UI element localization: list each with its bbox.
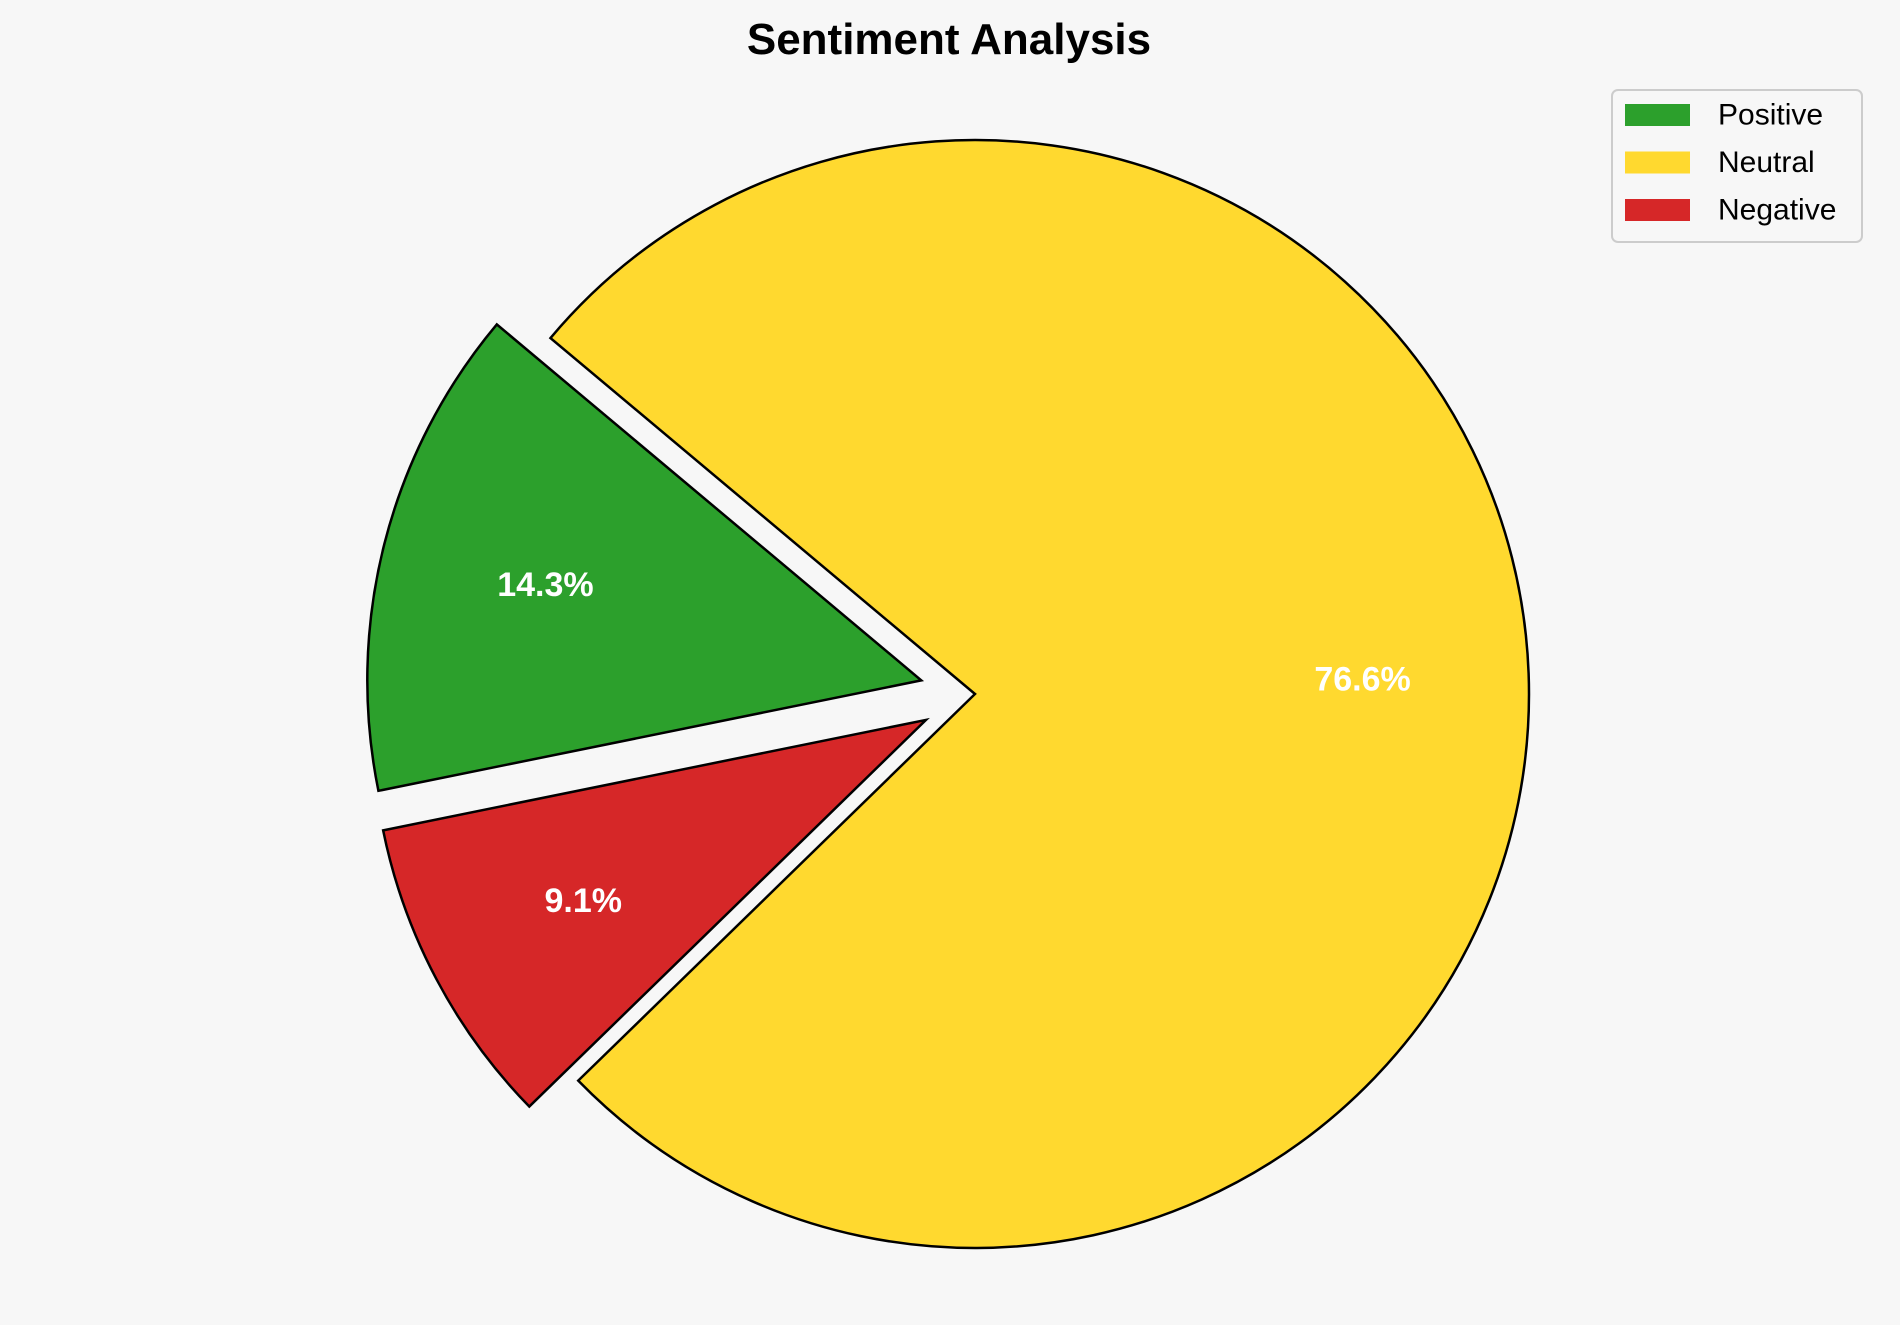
- pie-slice-positive: [366, 322, 925, 793]
- legend-label: Negative: [1718, 194, 1836, 227]
- legend-item-negative: Negative: [1625, 194, 1836, 227]
- pie-labels: 14.3% 76.6% 9.1%: [497, 566, 1411, 920]
- chart-title: Sentiment Analysis: [747, 15, 1151, 64]
- pie-slice-negative: [381, 717, 930, 1109]
- slice-label-positive: 14.3%: [497, 566, 593, 604]
- legend-item-neutral: Neutral: [1625, 146, 1815, 179]
- slice-label-negative: 9.1%: [544, 882, 622, 920]
- legend-swatch: [1625, 199, 1690, 221]
- legend-item-positive: Positive: [1625, 99, 1823, 132]
- legend-label: Neutral: [1718, 146, 1815, 179]
- legend-label: Positive: [1718, 99, 1823, 132]
- pie-slice-neutral: [548, 138, 1531, 1250]
- pie-slices: [366, 138, 1531, 1250]
- legend: Positive Neutral Negative: [1611, 89, 1863, 243]
- legend-swatch: [1625, 151, 1690, 174]
- slice-label-neutral: 76.6%: [1314, 661, 1410, 699]
- legend-swatch: [1625, 104, 1690, 126]
